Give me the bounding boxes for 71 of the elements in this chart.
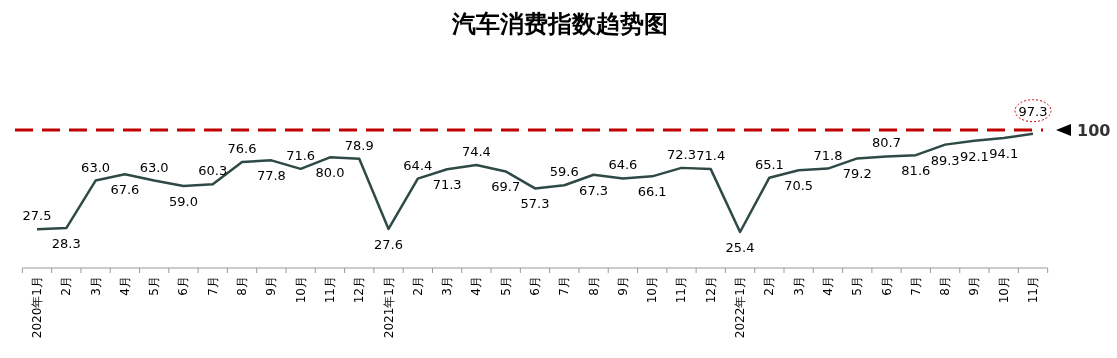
chart-title: 汽车消费指数趋势图	[451, 10, 668, 38]
x-tick-label: 2020年1月	[30, 276, 44, 339]
data-label: 27.5	[22, 208, 52, 224]
data-label: 89.3	[930, 152, 960, 168]
data-label: 72.3	[666, 146, 696, 162]
x-tick-label: 8月	[586, 276, 601, 296]
x-tick-label: 3月	[791, 276, 806, 296]
data-label: 80.0	[315, 165, 345, 181]
data-label: 79.2	[842, 166, 872, 182]
x-tick-label: 6月	[879, 276, 894, 296]
data-label: 25.4	[725, 240, 755, 255]
data-label: 77.8	[256, 168, 286, 184]
data-label: 81.6	[901, 163, 931, 179]
x-tick-label: 2月	[59, 276, 74, 296]
x-tick-label: 11月	[674, 276, 689, 304]
data-label: 63.0	[139, 159, 169, 175]
data-label: 66.1	[637, 184, 667, 200]
x-tick-label: 7月	[908, 276, 923, 296]
x-tick-label: 10月	[645, 276, 660, 304]
data-label: 71.6	[286, 147, 316, 163]
x-tick-label: 4月	[820, 276, 835, 296]
x-tick-label: 6月	[528, 276, 542, 296]
data-label: 80.7	[872, 135, 902, 151]
data-label: 28.3	[51, 236, 81, 252]
x-tick-label: 9月	[615, 276, 630, 296]
x-tick-label: 5月	[498, 276, 513, 296]
data-label: 64.6	[608, 157, 638, 173]
x-tick-label: 11月	[322, 276, 337, 304]
data-label: 59.6	[549, 164, 579, 180]
x-tick-label: 7月	[557, 276, 572, 296]
x-tick-label: 12月	[703, 276, 718, 304]
x-tick-label: 4月	[469, 276, 484, 296]
data-label: 60.3	[198, 163, 228, 179]
x-tick-label: 5月	[850, 276, 865, 296]
data-label: 71.8	[813, 147, 843, 163]
data-label: 64.4	[403, 157, 433, 173]
x-tick-label: 2021年1月	[381, 276, 396, 339]
data-label: 69.7	[491, 179, 521, 195]
x-tick-label: 9月	[967, 276, 982, 296]
data-label: 27.6	[374, 236, 404, 252]
x-tick-label: 5月	[147, 276, 162, 296]
data-label: 71.3	[432, 177, 462, 193]
x-tick-label: 8月	[235, 276, 250, 296]
data-label: 71.4	[696, 148, 726, 164]
data-label: 78.9	[344, 137, 374, 153]
data-label: 92.1	[959, 148, 989, 164]
x-tick-label: 6月	[176, 276, 191, 296]
ref-line-label: 100	[1077, 121, 1111, 140]
data-label: 70.5	[784, 178, 814, 194]
data-label: 94.1	[989, 146, 1019, 162]
x-tick-label: 10月	[293, 276, 308, 304]
x-tick-label: 7月	[205, 276, 220, 296]
data-label: 67.6	[110, 182, 140, 198]
x-tick-label: 12月	[352, 276, 367, 304]
x-tick-label: 8月	[938, 276, 953, 296]
x-tick-label: 2月	[762, 276, 777, 296]
x-tick-label: 11月	[1026, 276, 1040, 304]
data-label: 59.0	[168, 194, 198, 210]
data-label: 65.1	[754, 156, 784, 172]
data-label: 63.0	[81, 159, 111, 175]
x-tick-label: 2022年1月	[733, 276, 748, 339]
x-tick-label: 10月	[996, 276, 1011, 304]
x-tick-label: 3月	[440, 276, 455, 296]
x-tick-label: 2月	[410, 276, 425, 296]
data-label: 67.3	[579, 182, 609, 198]
x-tick-label: 9月	[264, 276, 279, 296]
data-label: 57.3	[520, 196, 550, 212]
data-label: 76.6	[227, 140, 257, 156]
x-tick-label: 3月	[88, 276, 103, 296]
x-tick-label: 4月	[117, 276, 132, 296]
data-label: 74.4	[461, 144, 491, 159]
